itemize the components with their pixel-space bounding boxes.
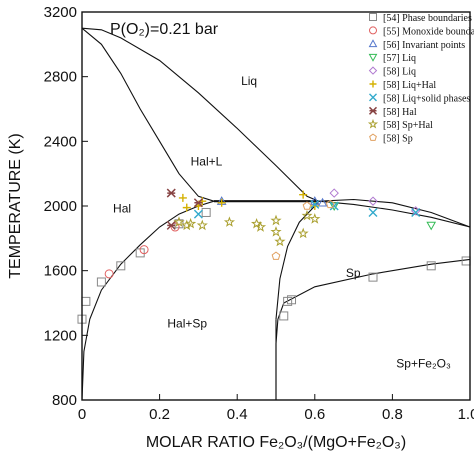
- y-axis-label: TEMPERATURE (K): [7, 133, 24, 278]
- y-tick-label: 1600: [44, 263, 77, 280]
- data-point: [104, 269, 114, 279]
- data-point: [185, 217, 197, 229]
- y-tick-label: 1200: [44, 327, 77, 344]
- data-point: [270, 226, 282, 237]
- data-point: [178, 193, 187, 202]
- phase-label: Hal+L: [191, 155, 223, 169]
- data-point: [271, 251, 281, 260]
- phase-label: Liq: [241, 74, 257, 88]
- data-point: [166, 188, 176, 198]
- data-point: [369, 133, 377, 141]
- curve-sp-liquidus: [318, 198, 471, 228]
- data-point: [270, 214, 282, 226]
- legend-entry: [57] Liq: [383, 53, 416, 64]
- legend-entry: [58] Liq: [383, 67, 416, 78]
- data-point: [173, 216, 185, 227]
- data-point: [426, 221, 437, 231]
- phase-label: Sp+Fe₂O₃: [396, 357, 451, 371]
- legend-entry: [54] Phase boundaries: [383, 13, 472, 24]
- phase-region-labels: Liq Hal+L Hal Sp Hal+Sp Sp+Fe₂O₃: [113, 74, 451, 371]
- data-point: [367, 118, 379, 129]
- data-point: [201, 207, 211, 217]
- data-point: [302, 201, 312, 210]
- data-point: [287, 295, 297, 305]
- data-point: [368, 196, 378, 206]
- data-point: [368, 66, 378, 75]
- data-point: [369, 93, 377, 102]
- data-point: [411, 207, 421, 217]
- x-tick-label: 0.6: [304, 406, 325, 423]
- data-point: [310, 199, 320, 209]
- data-point: [309, 213, 321, 224]
- data-point: [182, 203, 191, 212]
- y-tick-label: 3200: [44, 4, 77, 21]
- phase-label: Hal: [113, 201, 131, 215]
- legend: [54] Phase boundaries [55] Monoxide bound…: [367, 13, 474, 145]
- data-point: [116, 261, 126, 271]
- data-point: [196, 219, 208, 231]
- legend-entry: [56] Invariant points: [383, 40, 465, 51]
- data-point: [368, 39, 378, 48]
- y-tick-label: 2400: [44, 133, 77, 150]
- curve-liquidus-lower: [81, 27, 215, 202]
- data-point: [181, 219, 193, 231]
- data-point: [193, 198, 203, 208]
- x-tick-label: 0.8: [382, 406, 403, 423]
- legend-entry: [58] Sp: [383, 134, 413, 145]
- x-tick-label: 0.2: [149, 406, 170, 423]
- phase-label: Hal+Sp: [167, 316, 207, 330]
- data-point: [317, 197, 328, 207]
- x-tick-label: 0.4: [227, 406, 248, 423]
- data-point: [329, 188, 339, 198]
- x-tick-label: 0: [78, 406, 86, 423]
- y-tick-label: 2000: [44, 198, 77, 215]
- data-point: [368, 106, 378, 115]
- data-point: [329, 201, 339, 211]
- data-point: [217, 198, 226, 207]
- legend-entry: [58] Liq+Hal: [383, 80, 436, 91]
- x-tick-label: 1.0: [458, 406, 474, 423]
- phase-label: Sp: [346, 266, 361, 280]
- data-point: [301, 209, 313, 221]
- legend-entry: [58] Sp+Hal: [383, 120, 433, 131]
- data-points: [77, 188, 471, 324]
- data-point: [96, 277, 106, 287]
- data-point: [297, 227, 309, 239]
- data-point: [325, 199, 335, 209]
- data-point: [223, 216, 235, 227]
- data-point: [369, 26, 377, 35]
- data-point: [274, 235, 286, 247]
- legend-entry: [58] Hal: [383, 107, 417, 118]
- data-point: [279, 311, 289, 321]
- data-point: [368, 207, 378, 217]
- data-point: [193, 209, 203, 219]
- axis-ticks: 0 0.2 0.4 0.6 0.8 1.0 800 1200 1600 2000 2400 2800 3…: [44, 4, 474, 423]
- legend-entry: [55] Monoxide boundary: [383, 26, 474, 37]
- plot-frame: [81, 11, 471, 401]
- data-point: [254, 221, 267, 232]
- legend-entry: [58] Liq+solid phases: [383, 93, 470, 104]
- y-tick-label: 800: [52, 392, 77, 409]
- data-point: [368, 272, 378, 282]
- curve-sp-solidus: [318, 200, 471, 228]
- data-point: [166, 220, 176, 230]
- data-point: [170, 222, 180, 232]
- data-point: [369, 13, 377, 21]
- data-point: [369, 80, 377, 88]
- oxygen-pressure-annotation: P(O₂)=0.21 bar: [110, 21, 219, 38]
- data-point: [368, 53, 378, 62]
- x-axis-label: MOLAR RATIO Fe₂O₃/(MgO+Fe₂O₃): [146, 434, 406, 451]
- data-point: [299, 190, 308, 199]
- data-point: [426, 261, 436, 271]
- curve-liquidus-upper: [81, 27, 319, 202]
- data-point: [139, 245, 149, 255]
- data-point: [310, 202, 319, 210]
- y-tick-label: 2800: [44, 69, 77, 86]
